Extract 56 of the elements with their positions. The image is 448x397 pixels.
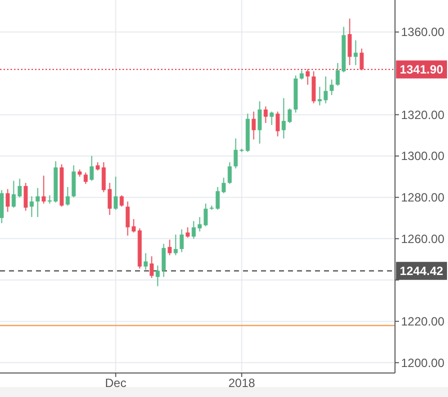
candlestick xyxy=(192,220,196,240)
candlestick xyxy=(120,194,124,208)
candlestick xyxy=(354,40,358,66)
candlestick xyxy=(168,239,172,256)
y-tick-label: 1220.00 xyxy=(401,314,445,329)
candlestick xyxy=(24,182,28,212)
x-tick-label: Dec xyxy=(105,376,126,390)
candlestick xyxy=(180,228,184,253)
candlestick xyxy=(282,98,286,139)
candlestick xyxy=(12,180,16,208)
y-tick-label: 1320.00 xyxy=(401,108,445,122)
candlestick xyxy=(252,111,256,140)
candlestick xyxy=(288,108,292,124)
candlestick xyxy=(258,100,262,144)
candlestick xyxy=(126,200,130,236)
candlestick xyxy=(234,138,238,169)
candlestick xyxy=(264,106,268,124)
candlestick xyxy=(102,162,106,193)
candlestick xyxy=(30,196,34,218)
candlestick xyxy=(330,79,334,96)
candlestick xyxy=(198,216,202,232)
candlestick xyxy=(156,265,160,287)
candlestick xyxy=(36,188,40,218)
candlestick xyxy=(114,176,118,210)
candlestick xyxy=(132,218,136,233)
candlestick xyxy=(150,256,154,278)
y-tick-label: 1360.00 xyxy=(401,25,445,40)
candlestick xyxy=(84,172,88,184)
candlestick xyxy=(42,175,46,204)
candlestick xyxy=(174,234,178,256)
candlestick xyxy=(324,76,328,104)
candlestick xyxy=(300,70,304,80)
ref-line-label: 1341.90 xyxy=(400,62,444,77)
candlestick xyxy=(270,111,274,126)
candlestick xyxy=(90,156,94,182)
candlestick xyxy=(204,203,208,227)
candlestick xyxy=(162,243,166,278)
candlestick xyxy=(108,182,112,216)
candlestick xyxy=(216,186,220,210)
y-tick-label: 1300.00 xyxy=(401,149,445,164)
candlestick xyxy=(318,86,322,106)
candlestick xyxy=(276,111,280,137)
y-tick-label: 1280.00 xyxy=(401,190,445,205)
candlestick xyxy=(6,188,10,212)
ref-line-label: 1244.42 xyxy=(400,264,444,278)
x-tick-label: 2018 xyxy=(228,376,256,390)
candlestick xyxy=(222,177,226,194)
candlestick xyxy=(348,18,352,66)
candlestick xyxy=(336,62,340,86)
y-tick-label: 1200.00 xyxy=(401,356,445,370)
candlestick xyxy=(144,252,148,270)
y-tick-label: 1260.00 xyxy=(401,232,445,246)
candlestick xyxy=(186,226,190,238)
candlestick xyxy=(66,186,70,206)
candlestick xyxy=(228,162,232,184)
candlestick xyxy=(18,178,22,198)
